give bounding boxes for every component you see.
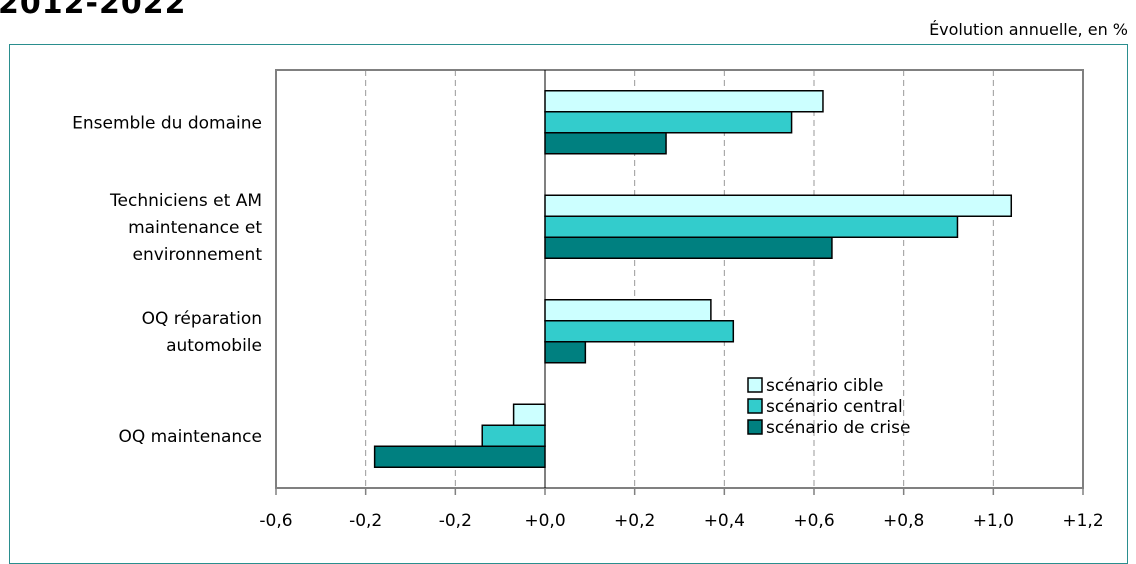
legend-label: scénario de crise [766, 418, 910, 438]
bar-1-0 [544, 194, 1013, 217]
bar-1-1 [544, 215, 959, 238]
x-tick-label: +0,2 [614, 511, 655, 531]
bar-3-2 [373, 445, 546, 468]
category-label: maintenance et [128, 218, 262, 238]
chart-title: 2012-2022 [0, 0, 187, 21]
x-tick-label: -0,6 [259, 511, 292, 531]
x-tick-label: +0,0 [524, 511, 565, 531]
unit-note: Évolution annuelle, en % [929, 20, 1128, 39]
category-label: Techniciens et AM [109, 191, 262, 211]
bar-0-1 [544, 111, 793, 134]
category-label: OQ maintenance [118, 427, 262, 447]
legend-label: scénario cible [766, 376, 883, 396]
x-tick-label: -0,2 [349, 511, 382, 531]
x-tick-label: +1,2 [1062, 511, 1103, 531]
legend-label: scénario central [766, 397, 903, 417]
category-label: Ensemble du domaine [72, 113, 262, 133]
x-tick-label: -0,2 [439, 511, 472, 531]
x-tick-label: +0,8 [883, 511, 924, 531]
bar-0-2 [544, 132, 667, 155]
bar-3-1 [481, 424, 546, 447]
bar-1-2 [544, 236, 833, 259]
bar-2-2 [544, 341, 587, 364]
bar-2-0 [544, 299, 712, 322]
category-label: automobile [166, 336, 262, 356]
plot-area [275, 69, 1084, 489]
legend-swatch [747, 377, 763, 393]
legend-swatch [747, 398, 763, 414]
category-label: OQ réparation [142, 309, 262, 329]
x-tick-label: +0,4 [704, 511, 745, 531]
bar-chart: Ensemble du domaine Techniciens et AM main… [72, 69, 1104, 531]
bar-2-1 [544, 320, 735, 343]
bar-3-0 [512, 403, 546, 426]
x-tick-label: +1,0 [973, 511, 1014, 531]
legend-swatch [747, 419, 763, 435]
category-label: environnement [132, 245, 262, 265]
x-tick-label: +0,6 [793, 511, 834, 531]
bar-0-0 [544, 90, 824, 113]
